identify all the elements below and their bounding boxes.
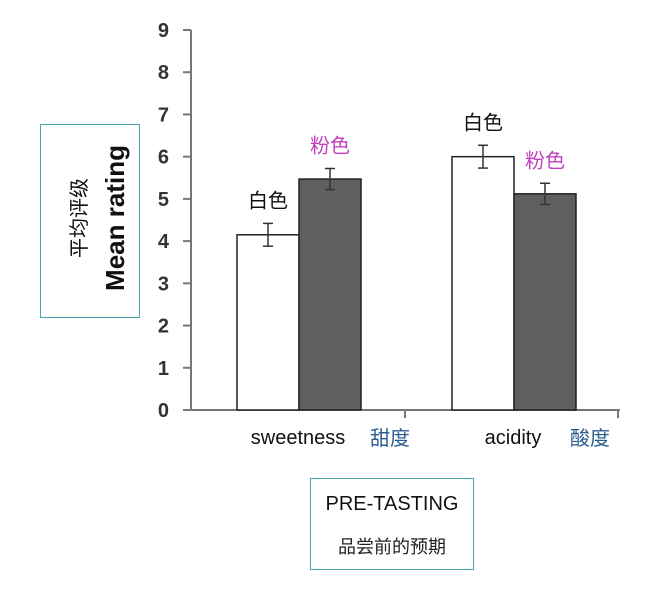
y-tick-label: 0 <box>158 400 169 422</box>
bar <box>513 193 577 411</box>
category-label: sweetness <box>251 427 346 449</box>
category-label: acidity <box>485 427 542 449</box>
series-label: 粉色 <box>310 133 350 157</box>
y-tick-label: 7 <box>158 104 169 126</box>
x-axis-label: PRE-TASTING <box>325 493 459 515</box>
y-tick-label: 1 <box>158 358 169 380</box>
bar <box>298 178 362 411</box>
series-label: 粉色 <box>525 148 565 172</box>
y-tick-label: 9 <box>158 20 169 42</box>
bars <box>236 155 577 411</box>
y-tick-label: 5 <box>158 189 169 211</box>
y-axis-label: Mean rating <box>100 145 130 291</box>
y-axis-label-cn: 平均评级 <box>67 178 91 258</box>
y-tick-label: 4 <box>158 231 170 253</box>
series-label: 白色 <box>463 110 503 134</box>
x-axis-label-cn: 品尝前的预期 <box>338 537 446 558</box>
series-label: 白色 <box>248 188 288 212</box>
bar <box>451 155 515 411</box>
y-tick-label: 2 <box>158 316 169 338</box>
category-label-cn: 酸度 <box>570 426 610 450</box>
error-bars <box>263 144 550 247</box>
y-axis-label-box <box>40 124 140 318</box>
y-tick-label: 3 <box>158 273 169 295</box>
y-tick-label: 6 <box>158 147 169 169</box>
x-axis-label-box: PRE-TASTING 品尝前的预期 <box>310 478 474 570</box>
bar <box>236 234 300 411</box>
category-label-cn: 甜度 <box>370 426 410 450</box>
y-tick-label: 8 <box>158 62 169 84</box>
